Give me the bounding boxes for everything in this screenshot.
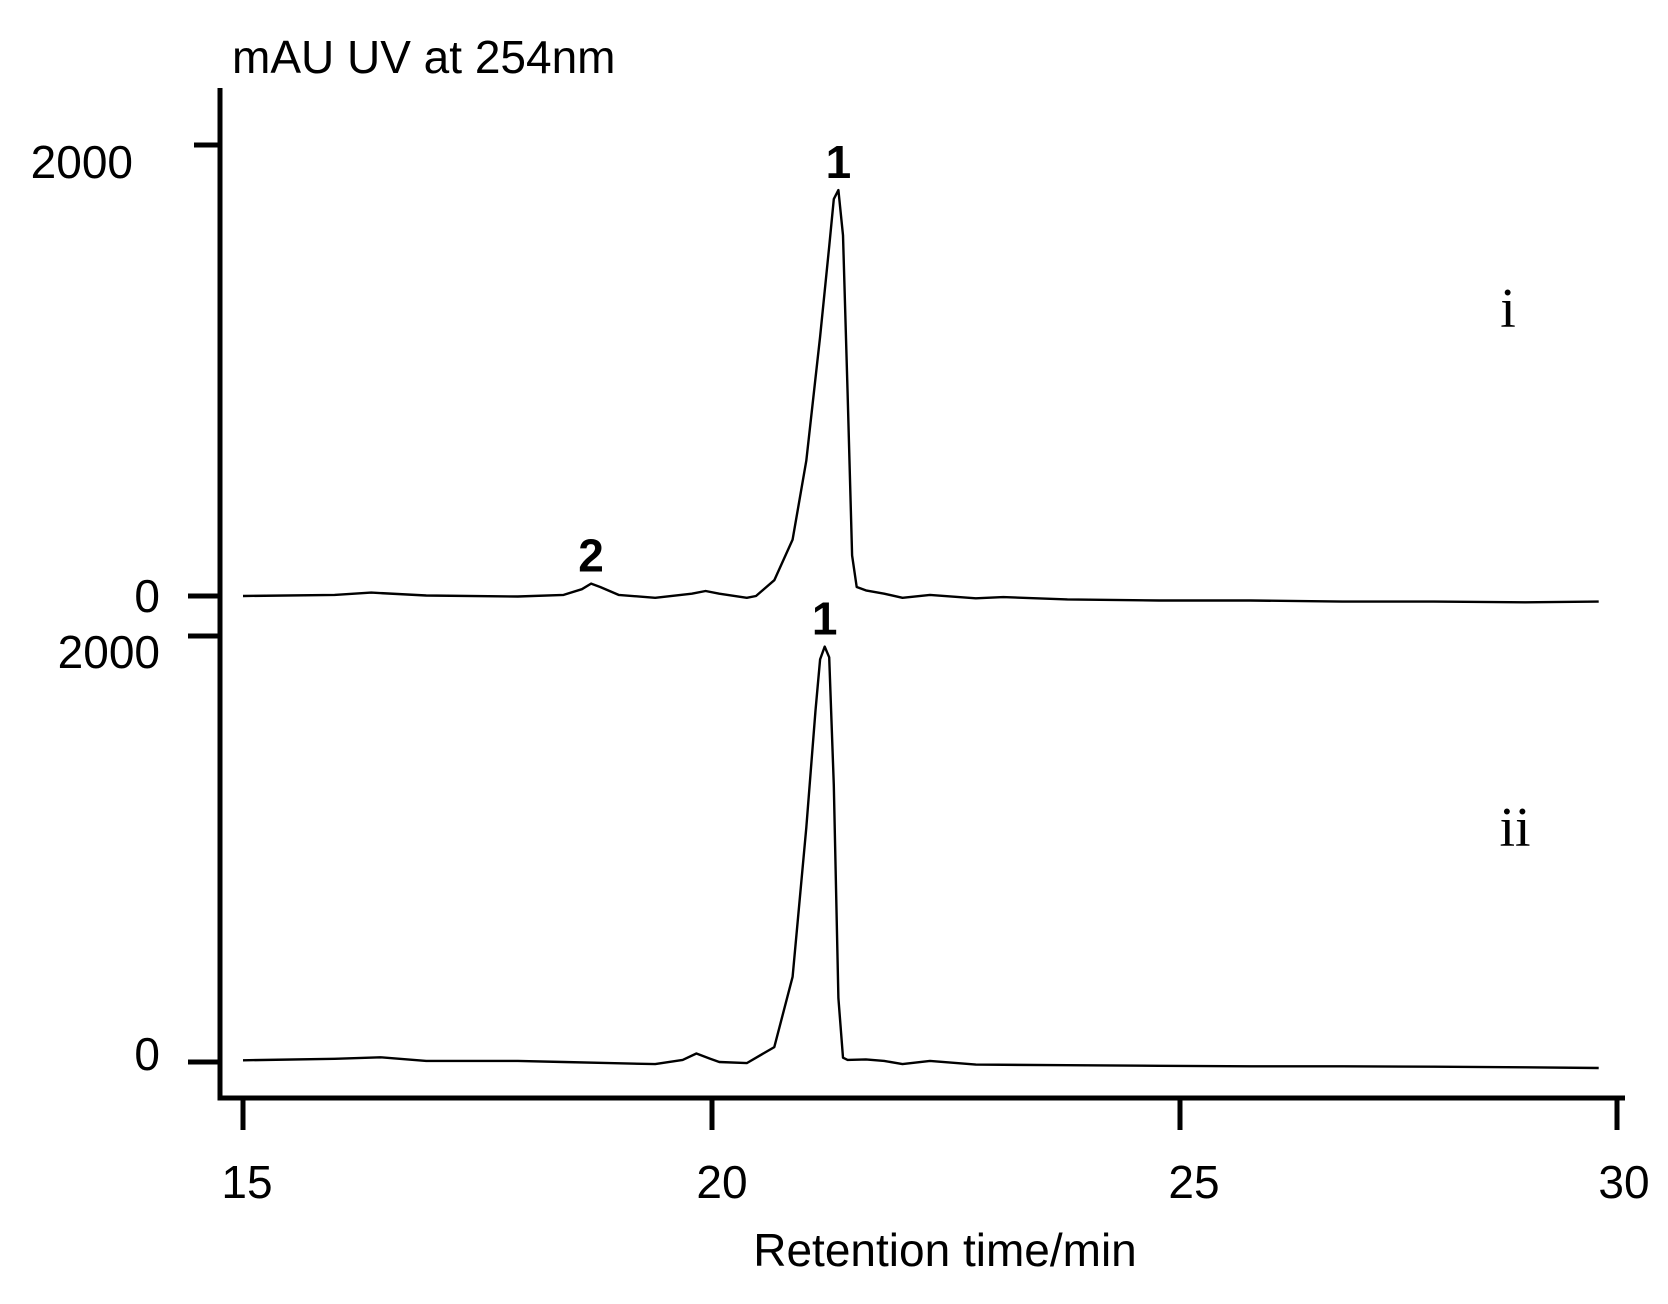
x-tick-label-20: 20: [696, 1156, 747, 1208]
x-tick-label-25: 25: [1168, 1156, 1219, 1208]
x-tick-label-15: 15: [221, 1156, 272, 1208]
trace-ii-line: [242, 645, 1599, 1070]
x-axis-title: Retention time/min: [753, 1224, 1137, 1276]
trace-label-i: i: [1500, 278, 1516, 340]
y-tick-label-ii-0: 0: [134, 1028, 160, 1080]
y-tick-label-i-0: 0: [134, 570, 160, 622]
y-tick-label-i-2000: 2000: [31, 136, 133, 188]
peak-label-i-2: 2: [578, 530, 604, 582]
peak-label-ii-1: 1: [812, 593, 838, 645]
trace-label-ii: ii: [1499, 797, 1530, 859]
y-axis-title: mAU UV at 254nm: [232, 31, 615, 83]
y-tick-label-ii-2000: 2000: [58, 626, 160, 678]
peak-label-i-1: 1: [826, 136, 852, 188]
x-tick-label-30: 30: [1598, 1156, 1649, 1208]
trace-i-line: [242, 188, 1599, 604]
